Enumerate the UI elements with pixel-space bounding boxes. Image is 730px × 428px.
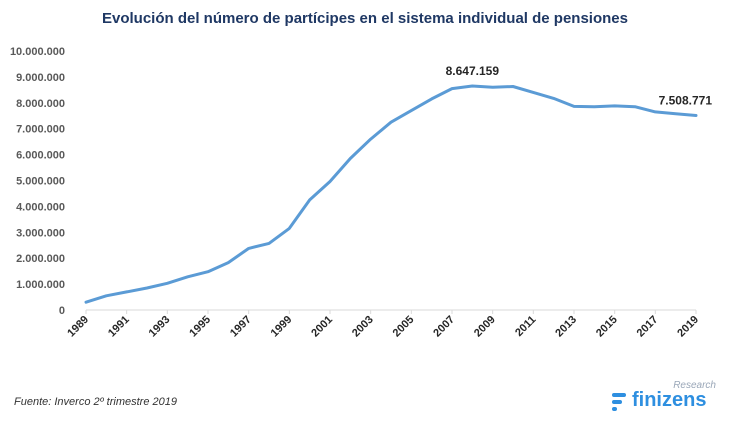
- annotations: 8.647.159 7.508.771: [446, 64, 713, 107]
- logo-wordmark: finizens: [632, 389, 707, 411]
- x-tick-label: 2015: [594, 314, 620, 340]
- x-tick-label: 1995: [187, 314, 213, 340]
- y-tick-label: 6.000.000: [16, 150, 65, 162]
- chart-title: Evolución del número de partícipes en el…: [102, 10, 628, 27]
- y-tick-label: 3.000.000: [16, 227, 65, 239]
- x-tick-label: 2009: [472, 314, 498, 340]
- x-tick-label: 1991: [106, 314, 132, 340]
- series-group: [84, 84, 698, 304]
- x-tick-label: 2017: [635, 314, 661, 340]
- y-tick-label: 0: [59, 305, 65, 317]
- x-tick-label: 1997: [228, 314, 254, 340]
- x-tick-label: 2013: [553, 314, 579, 340]
- y-tick-label: 2.000.000: [16, 253, 65, 265]
- x-tick-label: 2019: [675, 314, 701, 340]
- x-tick-label: 2005: [391, 314, 417, 340]
- x-tick-label: 2003: [350, 314, 376, 340]
- finizens-logo: Research finizens: [612, 380, 718, 414]
- source-note: Fuente: Inverco 2º trimestre 2019: [14, 396, 177, 408]
- finizens-logo-icon: [612, 393, 626, 411]
- y-tick-label: 5.000.000: [16, 176, 65, 188]
- x-axis: 1989 1991 1993 1995 1997 1999 2001 2003 2005 2007…: [65, 309, 701, 340]
- x-tick-label: 2007: [431, 314, 457, 340]
- y-tick-label: 10.000.000: [10, 46, 65, 58]
- x-tick-label: 1993: [147, 314, 173, 340]
- x-tick-label: 2001: [309, 314, 335, 340]
- y-tick-label: 1.000.000: [16, 279, 65, 291]
- y-tick-label: 7.000.000: [16, 124, 65, 136]
- x-tick-label: 1989: [65, 314, 91, 340]
- data-label: 8.647.159: [446, 64, 500, 78]
- y-tick-label: 8.000.000: [16, 98, 65, 110]
- x-tick-label: 2011: [513, 314, 538, 339]
- logo-research-tag: Research: [673, 380, 716, 391]
- data-label: 7.508.771: [659, 94, 713, 108]
- y-axis: 0 1.000.000 2.000.000 3.000.000 4.000.000 5.0…: [10, 46, 65, 317]
- y-tick-label: 4.000.000: [16, 201, 65, 213]
- series-line: [84, 84, 698, 304]
- y-tick-label: 9.000.000: [16, 72, 65, 84]
- x-tick-label: 1999: [269, 314, 295, 340]
